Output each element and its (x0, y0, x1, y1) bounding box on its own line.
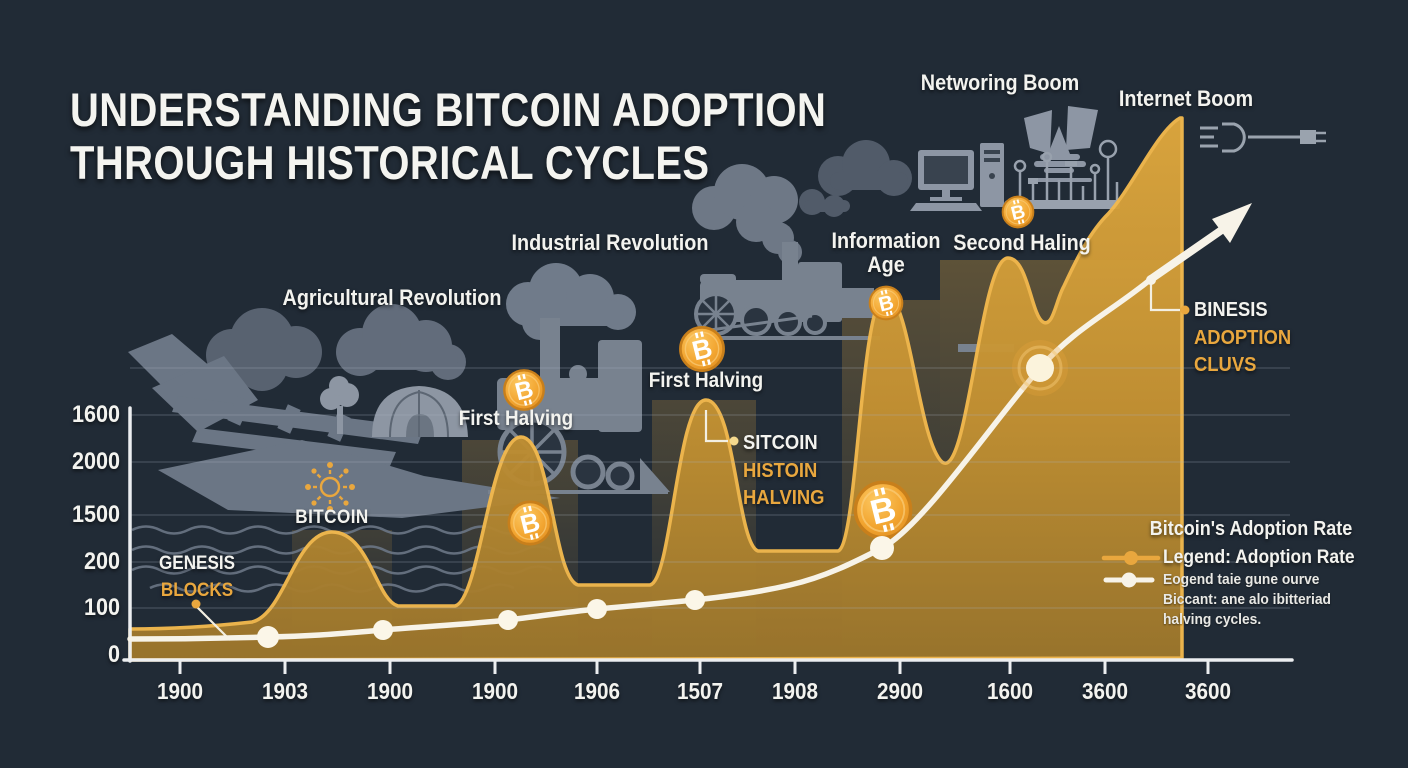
line-markers (257, 536, 894, 648)
bitcoin-coin (1001, 195, 1035, 229)
x-tick-label: 1900 (471, 678, 519, 704)
adoption-rate-line (127, 276, 1154, 642)
sitcoin-halving-label: SITCOIN HISTOIN HALVING (743, 432, 825, 510)
glow-coin-marker (1012, 340, 1068, 396)
title-line1: UNDERSTANDING BITCOIN ADOPTION (70, 83, 827, 136)
desktop-computer-icon (910, 143, 1016, 211)
callout-lines (195, 282, 1180, 641)
axes (122, 406, 1294, 663)
adoption-area (128, 116, 1184, 662)
x-tick-label: 1908 (771, 678, 819, 704)
legend-description: Eogend taie gune ourve Biccant: ane alo … (1163, 571, 1331, 628)
first-halving-label-1: First Halving (458, 407, 574, 430)
era-label-internet: Internet Boom (1118, 86, 1254, 111)
x-tick-label: 3600 (1081, 678, 1129, 704)
circuit-board-icon (1012, 139, 1120, 209)
growth-arrow-icon (1147, 223, 1230, 283)
power-plug-icon (1200, 122, 1326, 153)
x-tick-label: 1906 (573, 678, 621, 704)
legend-adoption-rate-label: Legend: Adoption Rate (1163, 547, 1355, 568)
legend-heading: Bitcoin's Adoption Rate (1149, 518, 1353, 540)
clouds-left-icon (206, 308, 322, 391)
page-title: UNDERSTANDING BITCOIN ADOPTION THROUGH H… (70, 83, 827, 189)
bitcoin-starburst-icon (305, 462, 355, 512)
sitcoin-callout-dot (729, 436, 739, 446)
bitcoin-coin (679, 326, 725, 372)
era-label-industrial: Industrial Revolution (511, 230, 709, 255)
x-tick-label: 1900 (366, 678, 414, 704)
x-tick-label: 3600 (1184, 678, 1232, 704)
genesis-blocks-label: GENESIS BLOCKS (158, 553, 236, 601)
y-tick-label: 2000 (71, 448, 120, 475)
y-tick-label: 100 (83, 594, 120, 621)
genesis-callout-dot (191, 599, 201, 609)
bitcoin-coin (868, 285, 904, 321)
y-tick-label: 1500 (71, 501, 120, 528)
stadium-crowd-icon (1024, 106, 1098, 182)
x-axis-ticks (178, 660, 1210, 674)
bitcoin-coin (507, 500, 553, 546)
x-tick-label: 1903 (261, 678, 309, 704)
growth-arrow-head (1212, 203, 1252, 243)
clouds-left2-icon (336, 304, 466, 380)
era-label-information: Information Age (831, 228, 941, 278)
y-tick-label: 1600 (71, 401, 120, 428)
y-tick-label: 0 (107, 641, 120, 668)
era-label-networking: Networing Boom (920, 70, 1080, 95)
bitcoin-label: BITCOIN (295, 507, 369, 528)
x-tick-label: 1507 (676, 678, 724, 704)
x-tick-label: 1900 (156, 678, 204, 704)
legend-marks (1101, 551, 1161, 588)
title-line2: THROUGH HISTORICAL CYCLES (70, 135, 710, 189)
dome-hut-icon (372, 386, 468, 438)
x-tick-label: 2900 (876, 678, 924, 704)
era-label-agricultural: Agricultural Revolution (282, 285, 502, 310)
y-tick-label: 200 (83, 548, 120, 575)
x-tick-label: 1600 (986, 678, 1034, 704)
first-halving-label-2: First Halving (648, 369, 764, 392)
bitcoin-coin (503, 369, 545, 411)
binesis-callout-dot (1180, 305, 1190, 315)
era-label-second-halving: Second Haling (953, 230, 1091, 255)
tree-icon (320, 376, 359, 434)
binesis-adoption-label: BINESIS ADOPTION CLUVS (1194, 299, 1292, 377)
